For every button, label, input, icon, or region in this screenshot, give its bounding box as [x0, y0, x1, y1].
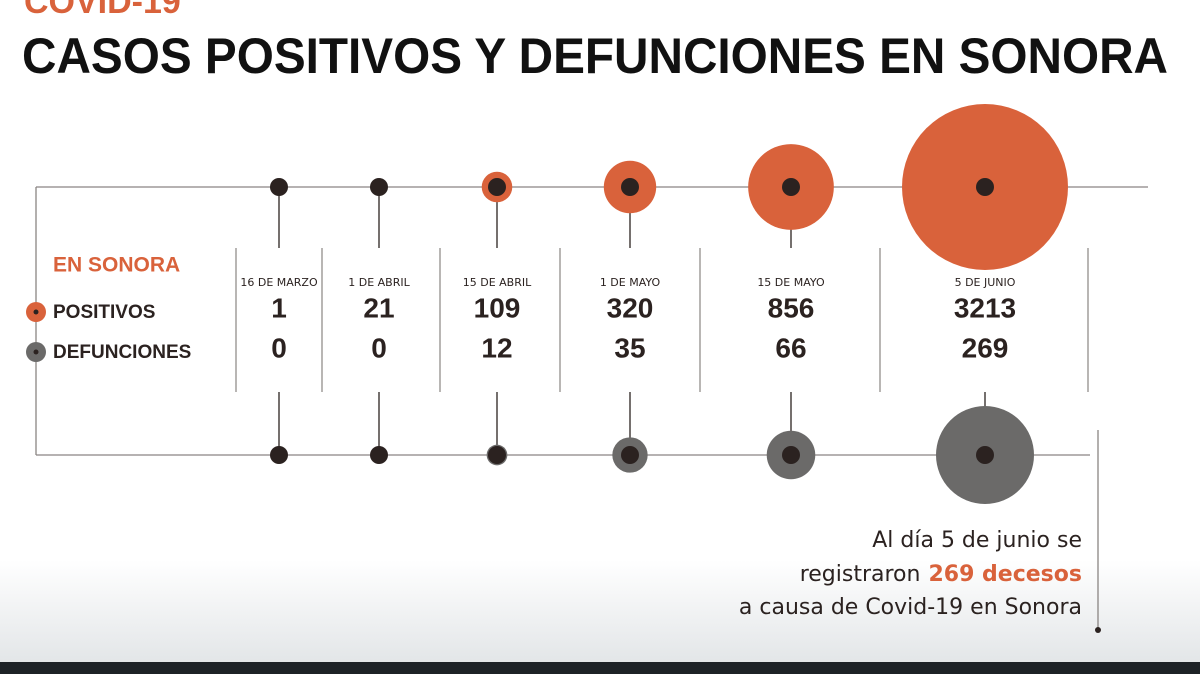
- center-dot: [270, 178, 288, 196]
- value-label: 3213: [954, 292, 1016, 323]
- legend: POSITIVOS DEFUNCIONES: [26, 302, 191, 363]
- date-label: 15 DE MAYO: [757, 276, 825, 289]
- annotation: Al día 5 de junio se registraron 269 dece…: [739, 528, 1082, 620]
- date-label: 1 DE ABRIL: [348, 276, 410, 289]
- legend-label: POSITIVOS: [53, 302, 155, 323]
- leader-dot: [1095, 627, 1101, 633]
- center-dot: [370, 446, 388, 464]
- value-label: 856: [768, 292, 815, 323]
- center-dot: [976, 178, 994, 196]
- value-label: 12: [481, 332, 512, 363]
- legend-label: DEFUNCIONES: [53, 342, 191, 363]
- value-label: 109: [474, 292, 521, 323]
- date-label: 5 DE JUNIO: [955, 276, 1016, 289]
- legend-dot: [33, 349, 39, 355]
- center-dot: [782, 178, 800, 196]
- background-fade: [0, 560, 1200, 662]
- center-dot: [270, 446, 288, 464]
- annotation-text: registraron: [800, 562, 921, 587]
- legend-title: EN SONORA: [53, 254, 180, 277]
- kicker: COVID-19: [24, 0, 181, 21]
- date-label: 15 DE ABRIL: [463, 276, 532, 289]
- chart-title: CASOS POSITIVOS Y DEFUNCIONES EN SONORA: [22, 28, 1168, 84]
- annotation-line: registraron 269 decesos: [800, 562, 1082, 587]
- center-dot: [488, 178, 506, 196]
- value-label: 269: [962, 332, 1009, 363]
- value-label: 35: [614, 332, 645, 363]
- value-label: 320: [607, 292, 654, 323]
- value-label: 66: [775, 332, 806, 363]
- center-dot: [370, 178, 388, 196]
- center-dot: [488, 446, 506, 464]
- value-label: 0: [371, 332, 387, 363]
- bottom-band: [0, 662, 1200, 674]
- center-dot: [782, 446, 800, 464]
- annotation-highlight: 269 decesos: [928, 562, 1082, 587]
- annotation-line: a causa de Covid-19 en Sonora: [739, 595, 1082, 620]
- value-label: 21: [363, 292, 394, 323]
- date-label: 16 DE MARZO: [240, 276, 318, 289]
- date-label: 1 DE MAYO: [600, 276, 661, 289]
- annotation-line: Al día 5 de junio se: [872, 528, 1082, 553]
- center-dot: [976, 446, 994, 464]
- value-label: 0: [271, 332, 287, 363]
- center-dot: [621, 446, 639, 464]
- legend-dot: [33, 309, 39, 315]
- plot: 1 21 109 320 856 3213 0 0 12 35 66 269 16 DE MARZO 1 …: [235, 104, 1089, 504]
- center-dot: [621, 178, 639, 196]
- value-label: 1: [271, 292, 287, 323]
